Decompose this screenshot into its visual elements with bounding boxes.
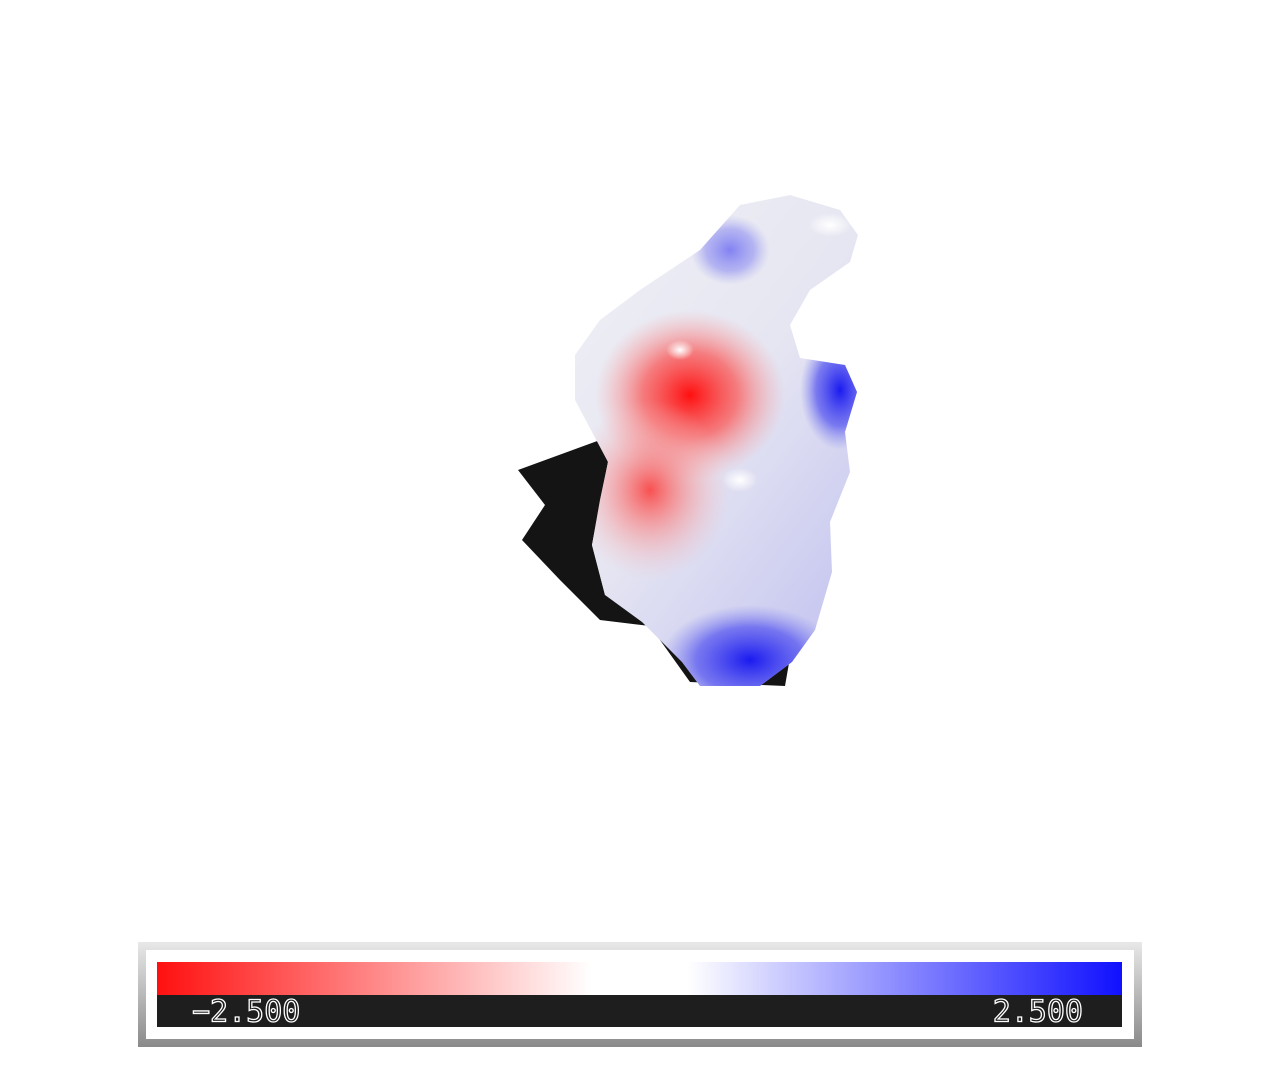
colorbar-max-label: 2.500 <box>993 995 1083 1030</box>
molecule-surface <box>575 195 858 686</box>
colorbar-label-strip <box>157 995 1122 1027</box>
colorbar-ramp <box>157 962 1122 995</box>
colorbar-min-label: −2.500 <box>192 995 300 1030</box>
